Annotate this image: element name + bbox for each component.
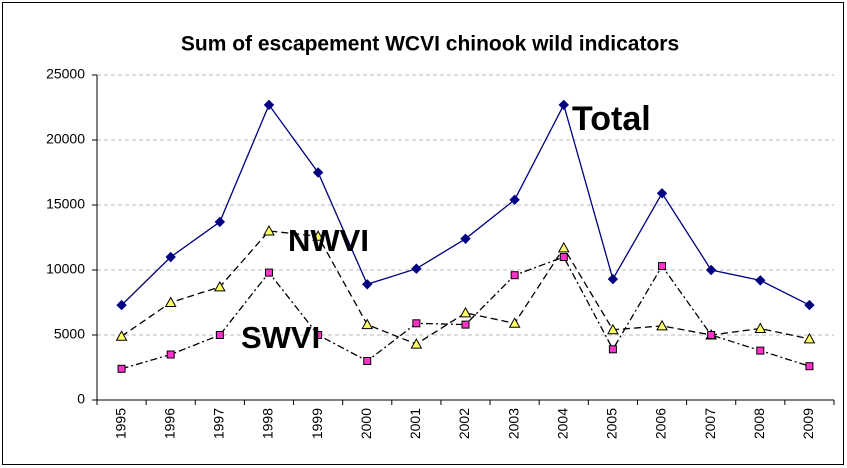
- point: [214, 216, 226, 228]
- x-tick-label: 2004: [554, 408, 570, 439]
- x-tick-label: 2002: [456, 408, 472, 439]
- y-tick-label: 25000: [46, 66, 85, 82]
- x-tick-label: 2003: [505, 408, 521, 439]
- chart-title: Sum of escapement WCVI chinook wild indi…: [181, 33, 679, 56]
- series-line: [121, 230, 810, 345]
- point: [557, 241, 570, 253]
- point: [658, 262, 667, 271]
- x-tick-label: 2006: [653, 408, 669, 439]
- y-tick-label: 10000: [46, 261, 85, 277]
- x-tick-label: 2000: [358, 408, 374, 439]
- point: [411, 263, 422, 274]
- series-label: Total: [572, 100, 651, 138]
- y-tick-label: 5000: [54, 326, 85, 342]
- point: [116, 299, 127, 311]
- point: [361, 318, 374, 330]
- point: [459, 306, 472, 318]
- point: [115, 330, 128, 341]
- point: [213, 280, 226, 292]
- point: [607, 273, 619, 285]
- point: [656, 188, 668, 199]
- point: [312, 167, 324, 178]
- x-tick-label: 2005: [604, 408, 620, 439]
- point: [509, 194, 520, 206]
- point: [508, 317, 521, 328]
- point: [164, 296, 177, 307]
- point: [312, 230, 324, 241]
- series-label: NWVI: [288, 223, 369, 258]
- point: [804, 299, 815, 311]
- point: [215, 331, 224, 339]
- x-tick-label: 1999: [309, 408, 325, 439]
- x-tick-label: 1996: [161, 408, 177, 439]
- point: [559, 253, 568, 261]
- point: [755, 275, 766, 286]
- point: [263, 99, 275, 111]
- point: [705, 264, 717, 276]
- point: [608, 345, 617, 354]
- x-tick-label: 1995: [112, 408, 128, 439]
- point: [461, 320, 470, 329]
- x-tick-label: 1998: [260, 408, 276, 439]
- point: [558, 99, 569, 111]
- point: [264, 268, 273, 277]
- series-label: SWVI: [241, 320, 320, 355]
- point: [756, 346, 765, 355]
- point: [803, 332, 816, 344]
- point: [117, 364, 126, 373]
- point: [314, 331, 323, 339]
- point: [410, 338, 423, 349]
- point: [165, 251, 176, 263]
- point: [805, 362, 814, 371]
- x-tick-label: 2007: [702, 408, 718, 439]
- point: [166, 350, 175, 359]
- point: [510, 271, 519, 280]
- point: [263, 224, 275, 236]
- x-tick-label: 2009: [800, 408, 816, 439]
- point: [363, 357, 372, 365]
- point: [460, 233, 471, 245]
- series-line: [121, 256, 810, 370]
- point: [656, 319, 668, 331]
- y-tick-label: 0: [77, 391, 85, 407]
- point: [362, 279, 373, 290]
- y-tick-label: 15000: [46, 196, 85, 212]
- x-tick-label: 2001: [407, 408, 423, 439]
- point: [412, 319, 421, 328]
- x-tick-label: 1997: [211, 408, 227, 439]
- x-tick-label: 2008: [751, 408, 767, 439]
- y-tick-label: 20000: [46, 131, 85, 147]
- point: [754, 322, 767, 333]
- point: [607, 323, 619, 335]
- point: [707, 331, 716, 339]
